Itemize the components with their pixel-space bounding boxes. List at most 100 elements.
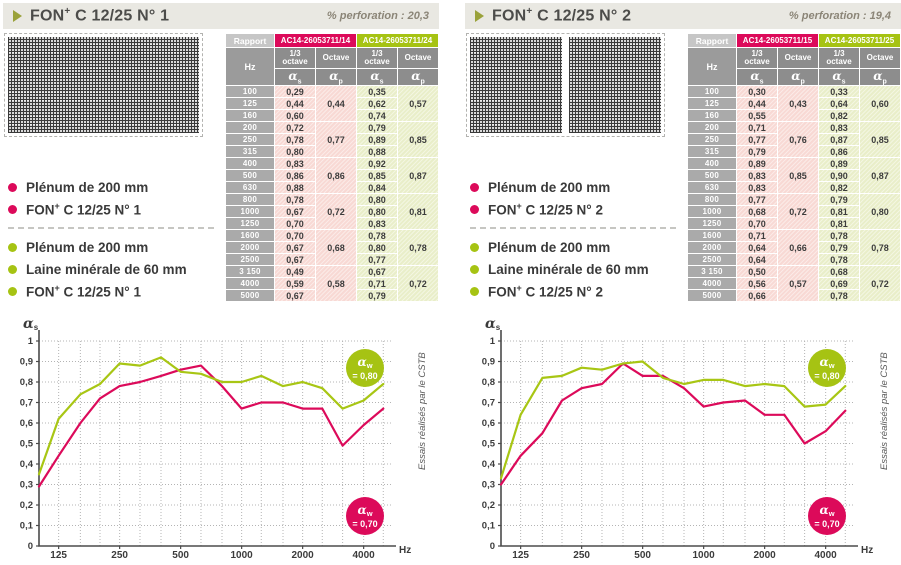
legend-item: Plénum de 200 mm xyxy=(8,236,214,258)
table-row: 125 0,44 0,64 xyxy=(688,98,900,110)
legend-divider xyxy=(8,227,214,229)
table-row: 800 0,77 0,72 0,79 0,80 xyxy=(688,194,900,230)
legend-bullet-icon xyxy=(470,264,479,274)
panel-fon-c1225-n2: FON+ C 12/25 N° 2 % perforation : 19,4 R… xyxy=(465,0,901,565)
svg-text:0,8: 0,8 xyxy=(20,377,33,388)
table-row: 160 0,60 0,74 xyxy=(226,110,438,122)
svg-text:4000: 4000 xyxy=(815,550,838,561)
table-row: 250 0,78 0,89 xyxy=(226,134,438,146)
svg-text:0,3: 0,3 xyxy=(20,480,33,491)
legend-bullet-icon xyxy=(470,182,479,192)
svg-text:Hz: Hz xyxy=(861,545,873,556)
table-row: 315 0,79 0,86 xyxy=(688,146,900,158)
rapport-label: Rapport xyxy=(226,34,274,47)
svg-text:1: 1 xyxy=(490,336,496,347)
legend-item: FON+ C 12/25 N° 1 xyxy=(8,198,214,220)
table-row: 1250 0,70 0,81 xyxy=(688,218,900,230)
svg-text:0,6: 0,6 xyxy=(20,418,33,429)
panel-header: FON+ C 12/25 N° 2 % perforation : 19,4 xyxy=(465,3,901,29)
rapport-label: Rapport xyxy=(688,34,736,47)
legend-bullet-icon xyxy=(470,242,479,252)
svg-text:0: 0 xyxy=(490,541,495,552)
svg-text:1: 1 xyxy=(28,336,34,347)
table-row: 2000 0,64 0,79 xyxy=(688,242,900,254)
svg-text:125: 125 xyxy=(50,550,67,561)
perforation-rate: % perforation : 19,4 xyxy=(788,10,891,22)
svg-text:0,9: 0,9 xyxy=(482,357,495,368)
table-row: 3 150 0,49 0,58 0,67 0,72 xyxy=(226,266,438,302)
legend-divider xyxy=(470,227,676,229)
table-row: 400 0,83 0,86 0,92 0,87 xyxy=(226,158,438,194)
product-title: FON+ C 12/25 N° 2 xyxy=(492,6,632,25)
legend-bullet-icon xyxy=(470,204,479,214)
svg-text:500: 500 xyxy=(634,550,651,561)
svg-text:2000: 2000 xyxy=(292,550,315,561)
svg-text:0,5: 0,5 xyxy=(20,439,34,450)
table-row: 125 0,44 0,62 xyxy=(226,98,438,110)
table-row: 2000 0,67 0,80 xyxy=(226,242,438,254)
chart-line xyxy=(499,360,847,480)
table-row: 100 0,30 0,43 0,33 0,60 xyxy=(688,86,900,122)
absorption-chart-block: 0 0,1 0,2 0,3 0,4 0,5 0,6 0,7 0,8 0,9 1 125 250 500 10… xyxy=(465,315,901,565)
legend-item: FON+ C 12/25 N° 2 xyxy=(470,198,676,220)
table-row: 315 0,80 0,88 xyxy=(226,146,438,158)
table-header-row: Rapport AC14-26053711/15 AC14-26053711/25 xyxy=(688,34,900,47)
arrow-right-icon xyxy=(13,10,22,22)
table-row: 100 0,29 0,44 0,35 0,57 xyxy=(226,86,438,122)
svg-text:125: 125 xyxy=(512,550,529,561)
cstb-note: Essais réalisés par le CSTB xyxy=(879,352,890,470)
table-header-row: αs αp αs αp xyxy=(688,69,900,86)
panel-fon-c1225-n1: FON+ C 12/25 N° 1 % perforation : 20,3 R… xyxy=(3,0,439,565)
table-row: 4000 0,56 0,69 xyxy=(688,278,900,290)
perforation-pattern xyxy=(466,33,665,137)
svg-text:= 0,70: = 0,70 xyxy=(814,519,839,529)
svg-text:= 0,80: = 0,80 xyxy=(814,371,839,381)
legend-bullet-icon xyxy=(8,182,17,192)
table-row: 2500 0,67 0,77 xyxy=(226,254,438,266)
alpha-w-badge: αw= 0,80 xyxy=(808,349,846,387)
table-row: 800 0,78 0,72 0,80 0,81 xyxy=(226,194,438,230)
alpha-w-badge: αw= 0,70 xyxy=(808,497,846,535)
table-row: 1600 0,70 0,68 0,78 0,78 xyxy=(226,230,438,266)
svg-text:Hz: Hz xyxy=(399,545,411,556)
table-row: 400 0,89 0,85 0,89 0,87 xyxy=(688,158,900,194)
svg-text:0,4: 0,4 xyxy=(20,459,34,470)
absorption-chart-block: 0 0,1 0,2 0,3 0,4 0,5 0,6 0,7 0,8 0,9 1 125 250 500 10… xyxy=(3,315,439,565)
absorption-table: Rapport AC14-26053711/15 AC14-26053711/25 H… xyxy=(687,33,901,302)
svg-text:1000: 1000 xyxy=(231,550,254,561)
alpha-w-badge: αw= 0,70 xyxy=(346,497,384,535)
perforation-mesh-image xyxy=(470,37,562,133)
table-row: 1000 0,68 0,81 xyxy=(688,206,900,218)
svg-text:= 0,80: = 0,80 xyxy=(352,371,377,381)
svg-text:250: 250 xyxy=(573,550,590,561)
svg-text:4000: 4000 xyxy=(353,550,376,561)
perforation-mesh-image xyxy=(8,37,199,133)
table-header-row: αs αp αs αp xyxy=(226,69,438,86)
table-row: 1600 0,71 0,66 0,78 0,78 xyxy=(688,230,900,266)
table-row: 250 0,77 0,87 xyxy=(688,134,900,146)
legend-bullet-icon xyxy=(470,286,479,296)
table-row: 2500 0,64 0,78 xyxy=(688,254,900,266)
svg-text:0,1: 0,1 xyxy=(20,521,34,532)
svg-text:αs: αs xyxy=(23,316,39,332)
svg-text:1000: 1000 xyxy=(693,550,716,561)
svg-text:0,2: 0,2 xyxy=(482,500,495,511)
legend-bullet-icon xyxy=(8,204,17,214)
svg-text:0: 0 xyxy=(28,541,33,552)
legend-bullet-icon xyxy=(8,286,17,296)
svg-text:2000: 2000 xyxy=(754,550,777,561)
table-row: 200 0,71 0,76 0,83 0,85 xyxy=(688,122,900,158)
legend-item: Plénum de 200 mm xyxy=(8,176,214,198)
report-ref-pink: AC14-26053711/15 xyxy=(737,34,818,47)
table-row: 4000 0,59 0,71 xyxy=(226,278,438,290)
table-header-row: Hz 1/3 octave Octave 1/3 octave Octave xyxy=(688,48,900,86)
legend-item: FON+ C 12/25 N° 2 xyxy=(470,280,676,302)
svg-text:0,3: 0,3 xyxy=(482,480,495,491)
table-row: 5000 0,67 0,79 xyxy=(226,290,438,302)
svg-text:0,7: 0,7 xyxy=(482,398,495,409)
chart-line xyxy=(37,364,385,488)
svg-text:500: 500 xyxy=(172,550,189,561)
legend-bullet-icon xyxy=(8,242,17,252)
table-header-row: Rapport AC14-26053711/14 AC14-26053711/24 xyxy=(226,34,438,47)
